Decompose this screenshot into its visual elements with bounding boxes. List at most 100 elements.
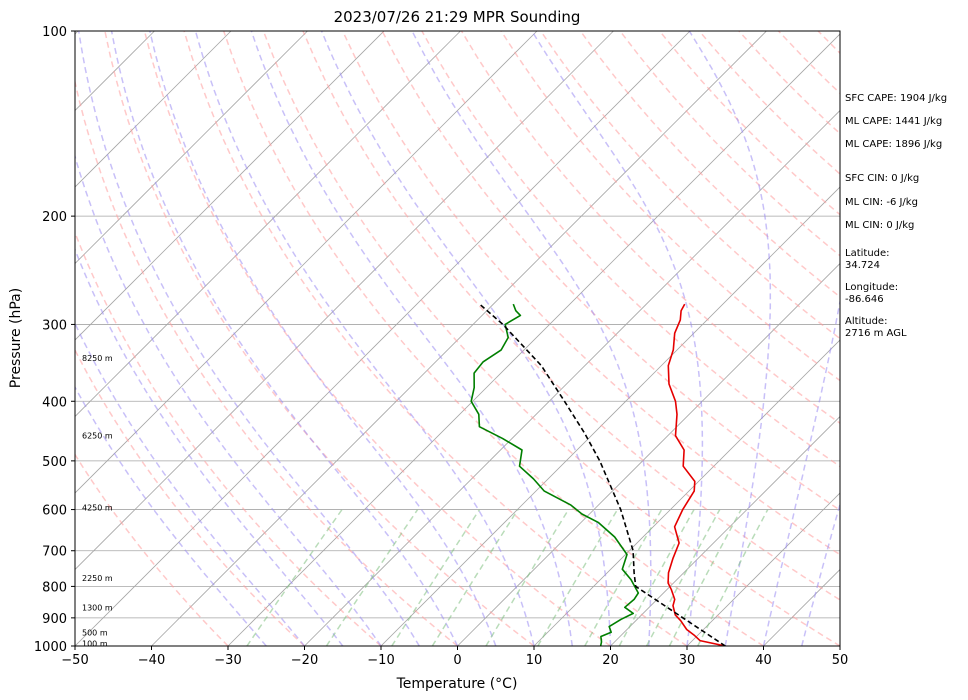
y-tick-label: 700 <box>42 545 67 560</box>
y-tick-label: 100 <box>42 25 67 40</box>
stat-ml-cape-1: ML CAPE: 1441 J/kg <box>845 116 943 127</box>
mixing-ratio-line <box>537 509 619 646</box>
isotherm-line <box>533 339 840 646</box>
mixing-ratio-line <box>645 509 721 646</box>
y-tick-label: 200 <box>42 210 67 225</box>
parcel-line <box>479 303 726 646</box>
altitude-label: 1300 m <box>82 603 113 612</box>
isotherm-line <box>75 31 538 494</box>
moist-adiabat-line <box>320 31 612 646</box>
mixing-ratio-line <box>485 509 570 646</box>
mixing-ratio-line <box>246 509 343 646</box>
dry-adiabat-line <box>143 31 611 646</box>
x-tick-label: 0 <box>453 653 461 668</box>
dry-adiabat-line <box>381 31 840 512</box>
isotherm-line <box>686 492 840 646</box>
x-axis-label: Temperature (°C) <box>396 676 518 692</box>
dry-adiabat-line <box>183 31 688 646</box>
moist-adiabat-line <box>75 385 267 646</box>
altitude-labels: 100 m 500 m 1300 m 2250 m 4250 m 6250 m 8250 m <box>82 354 113 648</box>
altitude-label: 2250 m <box>82 574 113 583</box>
moist-adiabat-line <box>194 31 535 646</box>
isotherm-line <box>75 31 691 646</box>
moist-adiabat-line <box>149 31 497 646</box>
stat-altitude: Altitude: 2716 m AGL <box>845 316 907 339</box>
x-tick-label: −50 <box>61 653 88 668</box>
isotherm-line <box>75 31 614 571</box>
isotherm-line <box>75 31 461 418</box>
isotherm-line <box>610 415 840 646</box>
dry-adiabat-line <box>341 31 840 556</box>
moist-adiabat-line <box>801 501 840 646</box>
y-tick-label: 500 <box>42 455 67 470</box>
altitude-label: 100 m <box>82 639 108 648</box>
moist-adiabat-line <box>762 298 840 646</box>
moist-adiabat-line <box>77 31 420 646</box>
mixing-ratio-line <box>431 509 519 646</box>
temperature-line <box>667 303 726 646</box>
moist-adiabat-line <box>75 153 382 646</box>
moist-adiabat-line <box>75 247 344 646</box>
altitude-label: 6250 m <box>82 432 113 441</box>
background-lines <box>0 31 840 646</box>
altitude-label: 4250 m <box>82 503 113 512</box>
mixing-ratio-line <box>584 509 663 646</box>
isotherm-line <box>304 109 840 646</box>
moist-adiabat-line <box>110 31 459 646</box>
x-tick-label: 30 <box>679 653 696 668</box>
mixing-ratio-line <box>391 509 481 646</box>
stat-latitude: Latitude: 34.724 <box>845 248 890 271</box>
dry-adiabat-line <box>75 78 458 646</box>
stat-ml-cape-2: ML CAPE: 1896 J/kg <box>845 139 943 150</box>
y-tick-label: 800 <box>42 580 67 595</box>
x-tick-label: −10 <box>367 653 394 668</box>
mixing-ratio-line <box>697 509 769 646</box>
mixing-ratio-line <box>325 509 419 646</box>
moist-adiabat-line <box>531 31 704 646</box>
y-tick-label: 900 <box>42 612 67 627</box>
stat-ml-cin-2: ML CIN: 0 J/kg <box>845 220 915 231</box>
moist-adiabat-line <box>250 31 574 646</box>
y-tick-label: 400 <box>42 395 67 410</box>
moist-adiabat-line <box>688 31 772 646</box>
y-axis: 100 200 300 400 500 600 700 800 900 1000 <box>34 25 75 655</box>
x-axis: −50 −40 −30 −20 −10 0 10 20 30 40 50 <box>61 646 848 668</box>
isotherm-line <box>151 31 767 646</box>
stat-ml-cin-1: ML CIN: -6 J/kg <box>845 197 918 208</box>
mixing-ratio-line <box>668 509 742 646</box>
y-tick-label: 600 <box>42 504 67 519</box>
series-lines <box>470 303 726 646</box>
x-tick-label: 40 <box>755 653 772 668</box>
x-tick-label: 10 <box>526 653 543 668</box>
x-tick-label: 20 <box>602 653 619 668</box>
isotherm-line <box>75 31 308 265</box>
isotherm-line <box>75 31 385 341</box>
y-axis-label: Pressure (hPa) <box>8 288 24 388</box>
plot-frame <box>74 30 841 647</box>
altitude-label: 8250 m <box>82 354 113 363</box>
dry-adiabat-line <box>579 31 840 298</box>
x-tick-label: −20 <box>291 653 318 668</box>
altitude-label: 500 m <box>82 628 108 637</box>
chart-title: 2023/07/26 21:29 MPR Sounding <box>334 8 581 26</box>
x-tick-label: −30 <box>214 653 241 668</box>
isotherm-line <box>380 186 840 646</box>
x-tick-label: −40 <box>138 653 165 668</box>
stat-longitude: Longitude: -86.646 <box>845 282 899 305</box>
dry-adiabat-line <box>222 31 764 646</box>
dry-adiabat-line <box>75 348 306 646</box>
isotherm-line <box>457 262 840 646</box>
x-tick-label: 50 <box>832 653 849 668</box>
dewpoint-line <box>470 303 640 646</box>
moist-adiabat-line <box>411 31 652 646</box>
isotherm-line <box>227 33 840 646</box>
dry-adiabat-line <box>104 31 535 646</box>
isotherm-line <box>75 31 232 188</box>
stat-sfc-cape: SFC CAPE: 1904 J/kg <box>845 93 948 104</box>
isotherm-line <box>0 31 2 646</box>
stats-panel: SFC CAPE: 1904 J/kg ML CAPE: 1441 J/kg M… <box>845 93 968 340</box>
stat-sfc-cin: SFC CIN: 0 J/kg <box>845 173 920 184</box>
y-tick-label: 300 <box>42 318 67 333</box>
dry-adiabat-line <box>262 31 840 646</box>
